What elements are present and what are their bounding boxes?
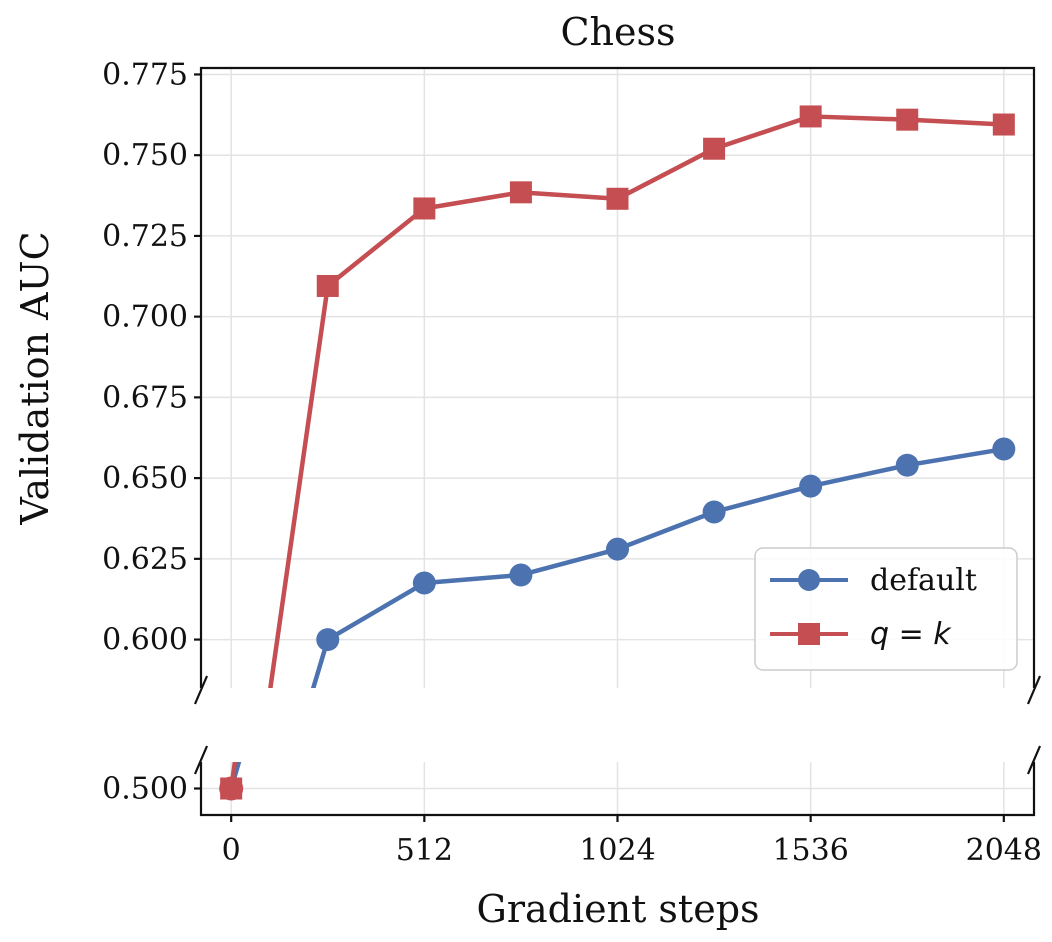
axis-break-mark [1026,745,1042,775]
axis-break-mark [1026,675,1042,705]
data-point-default [606,537,629,561]
data-point-qk [606,187,629,210]
y-tick-label: 0.500 [102,772,188,807]
chart-title: Chess [560,10,675,54]
x-tick-label: 1024 [579,833,655,868]
legend-label-qk: q = k [870,617,952,652]
x-axis-label: Gradient steps [476,887,759,931]
y-tick-label: 0.675 [102,380,188,415]
y-axis-label: Validation AUC [13,231,57,525]
data-point-default [799,474,823,498]
data-point-qk [510,0,532,9]
data-point-qk [413,197,436,220]
legend: default q = k [754,547,1018,671]
data-point-qk [703,137,726,160]
data-point-qk [316,274,339,297]
start-point-overlay [219,776,244,801]
legend-marker-default [798,569,820,591]
data-point-default [702,500,726,524]
data-point-default [992,437,1016,461]
data-point-qk [799,105,822,128]
data-point-default [509,380,532,403]
y-tick-label: 0.700 [102,300,188,335]
data-point-qk [992,113,1015,136]
data-point-default [316,628,340,652]
data-point-default [896,267,919,290]
data-point-default [412,571,436,595]
y-tick-label: 0.750 [102,138,188,173]
data-point-default [509,563,533,587]
y-tick-label: 0.725 [102,219,188,254]
data-point-qk [509,181,532,204]
x-tick-label: 512 [396,833,453,868]
axis-break-mark [193,675,209,705]
y-tick-label: 0.650 [102,461,188,496]
data-point-default [895,453,919,477]
x-tick-label: 0 [222,833,241,868]
data-point-qk [413,4,435,26]
data-point-qk-start [219,776,244,801]
data-point-default [316,446,339,469]
y-tick-label: 0.775 [102,57,188,92]
x-tick-label: 2048 [966,833,1042,868]
legend-marker-qk [798,623,820,645]
series-default-upper [310,437,1016,688]
legend-label-default: default [870,563,977,598]
y-tick-label: 0.600 [102,623,188,658]
data-point-qk [317,84,339,106]
upper-panel-frame [199,66,1036,688]
y-tick-label: 0.625 [102,542,188,577]
series-qk-upper [268,105,1015,688]
x-tick-label: 1536 [772,833,848,868]
data-point-default [703,315,726,338]
data-point-qk [896,108,919,131]
axis-break-mark [193,745,209,775]
